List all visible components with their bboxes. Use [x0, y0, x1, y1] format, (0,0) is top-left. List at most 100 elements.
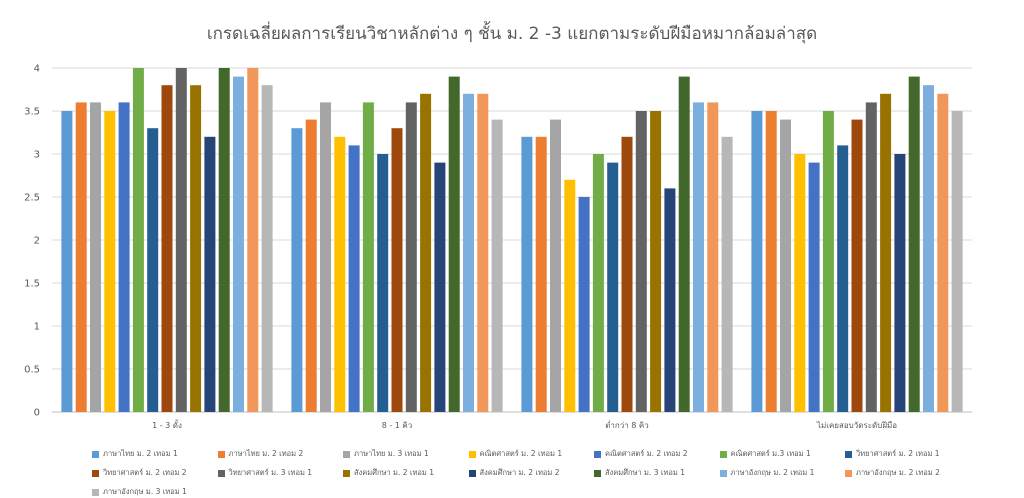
bar [218, 68, 230, 412]
bar [923, 85, 934, 412]
bar [334, 136, 346, 413]
bar [794, 154, 806, 412]
bar [780, 119, 791, 412]
bar [405, 102, 417, 413]
bar [261, 85, 273, 412]
y-tick-label: 3.5 [24, 107, 40, 118]
legend-swatch [845, 450, 852, 458]
bar [104, 111, 116, 412]
y-tick-label: 0.5 [24, 365, 40, 376]
legend-item: สังคมศึกษา ม. 2 เทอม 1 [343, 467, 434, 479]
bar [822, 111, 834, 412]
bar [477, 93, 489, 413]
bar [247, 68, 259, 412]
legend-label: ภาษาอังกฤษ ม. 2 เทอม 2 [856, 468, 940, 477]
bar [521, 136, 533, 413]
legend-swatch [468, 469, 476, 477]
legend-item: วิทยาศาสตร์ ม. 2 เทอม 1 [845, 448, 940, 460]
legend-swatch [217, 469, 225, 477]
bar [348, 145, 360, 412]
x-tick-label: ต่ำกว่า 8 คิว [605, 419, 649, 430]
legend-label: ภาษาอังกฤษ ม. 2 เทอม 1 [730, 468, 815, 477]
legend-item: ภาษาไทย ม. 3 เทอม 1 [343, 448, 429, 460]
bar [463, 93, 474, 413]
bar [693, 102, 704, 413]
bar [305, 119, 317, 412]
legend-swatch [845, 469, 852, 477]
y-tick-label: 3 [34, 150, 40, 161]
legend-item: ภาษาไทย ม. 2 เทอม 1 [92, 448, 178, 460]
bar [951, 111, 963, 412]
legend-swatch [92, 488, 99, 496]
legend-swatch [719, 450, 727, 458]
bar [564, 179, 576, 412]
legend-item: วิทยาศาสตร์ ม. 2 เทอม 2 [92, 467, 187, 479]
bar [837, 145, 849, 412]
legend-item: คณิตศาสตร์ ม. 2 เทอม 1 [468, 448, 563, 460]
y-tick-label: 1 [34, 322, 40, 333]
legend-label: สังคมศึกษา ม. 2 เทอม 1 [354, 468, 435, 477]
legend-swatch [594, 469, 601, 477]
bar [578, 197, 590, 412]
legend-item: ภาษาอังกฤษ ม. 2 เทอม 1 [719, 467, 815, 479]
legend-label: ภาษาไทย ม. 3 เทอม 1 [354, 449, 429, 458]
bar [765, 111, 777, 412]
bars [61, 68, 963, 413]
bar [61, 111, 73, 412]
legend-item: ภาษาอังกฤษ ม. 2 เทอม 2 [845, 467, 940, 479]
bar [808, 162, 820, 412]
bar [75, 102, 87, 413]
legend-label: วิทยาศาสตร์ ม. 2 เทอม 2 [103, 468, 187, 477]
legend-item: ภาษาไทย ม. 2 เทอม 2 [217, 448, 303, 460]
legend-label: สังคมศึกษา ม. 3 เทอม 1 [605, 468, 686, 477]
legend-label: คณิตศาสตร์ ม. 2 เทอม 1 [479, 449, 563, 458]
bar [448, 76, 460, 412]
bar [707, 102, 719, 413]
legend-swatch [92, 450, 99, 458]
bar [650, 111, 662, 412]
y-tick-label: 2 [34, 236, 40, 247]
y-tick-label: 1.5 [24, 279, 40, 290]
bar [434, 162, 446, 412]
gridlines [52, 67, 972, 413]
legend-item: คณิตศาสตร์ ม.3 เทอม 1 [719, 448, 811, 460]
bar [377, 154, 389, 412]
bar [147, 128, 159, 412]
bar [132, 68, 144, 412]
bar [908, 76, 920, 412]
y-tick-label: 2.5 [24, 193, 40, 204]
bar [491, 119, 503, 412]
bar [420, 93, 432, 413]
legend-item: คณิตศาสตร์ ม. 2 เทอม 2 [594, 448, 688, 460]
bar [721, 136, 733, 413]
legend-label: คณิตศาสตร์ ม.3 เทอม 1 [730, 449, 811, 458]
bar [664, 188, 676, 412]
bar [635, 111, 647, 412]
legend-item: วิทยาศาสตร์ ม. 3 เทอม 1 [217, 467, 313, 479]
bar [751, 111, 763, 412]
bar [550, 119, 561, 412]
y-tick-label: 4 [34, 64, 40, 75]
bar [894, 154, 906, 412]
legend-swatch [217, 450, 225, 458]
legend-label: วิทยาศาสตร์ ม. 2 เทอม 1 [856, 449, 940, 458]
legend-label: วิทยาศาสตร์ ม. 3 เทอม 1 [228, 468, 313, 477]
legend-swatch [92, 469, 99, 477]
bar [161, 85, 173, 412]
bar [880, 93, 892, 413]
bar [90, 102, 101, 413]
bar [851, 119, 863, 412]
legend-swatch [343, 469, 350, 477]
bar [391, 128, 403, 412]
x-tick-label: ไม่เคยสอบวัดระดับฝีมือ [816, 421, 897, 430]
legend-item: ภาษาอังกฤษ ม. 3 เทอม 1 [92, 486, 187, 498]
legend-swatch [468, 450, 476, 458]
legend-item: สังคมศึกษา ม. 2 เทอม 2 [468, 467, 560, 479]
legend-swatch [719, 469, 727, 477]
bar [535, 136, 547, 413]
legend-swatch [343, 450, 350, 458]
bar [865, 102, 877, 413]
legend-label: สังคมศึกษา ม. 2 เทอม 2 [479, 468, 560, 477]
bar [291, 128, 303, 412]
